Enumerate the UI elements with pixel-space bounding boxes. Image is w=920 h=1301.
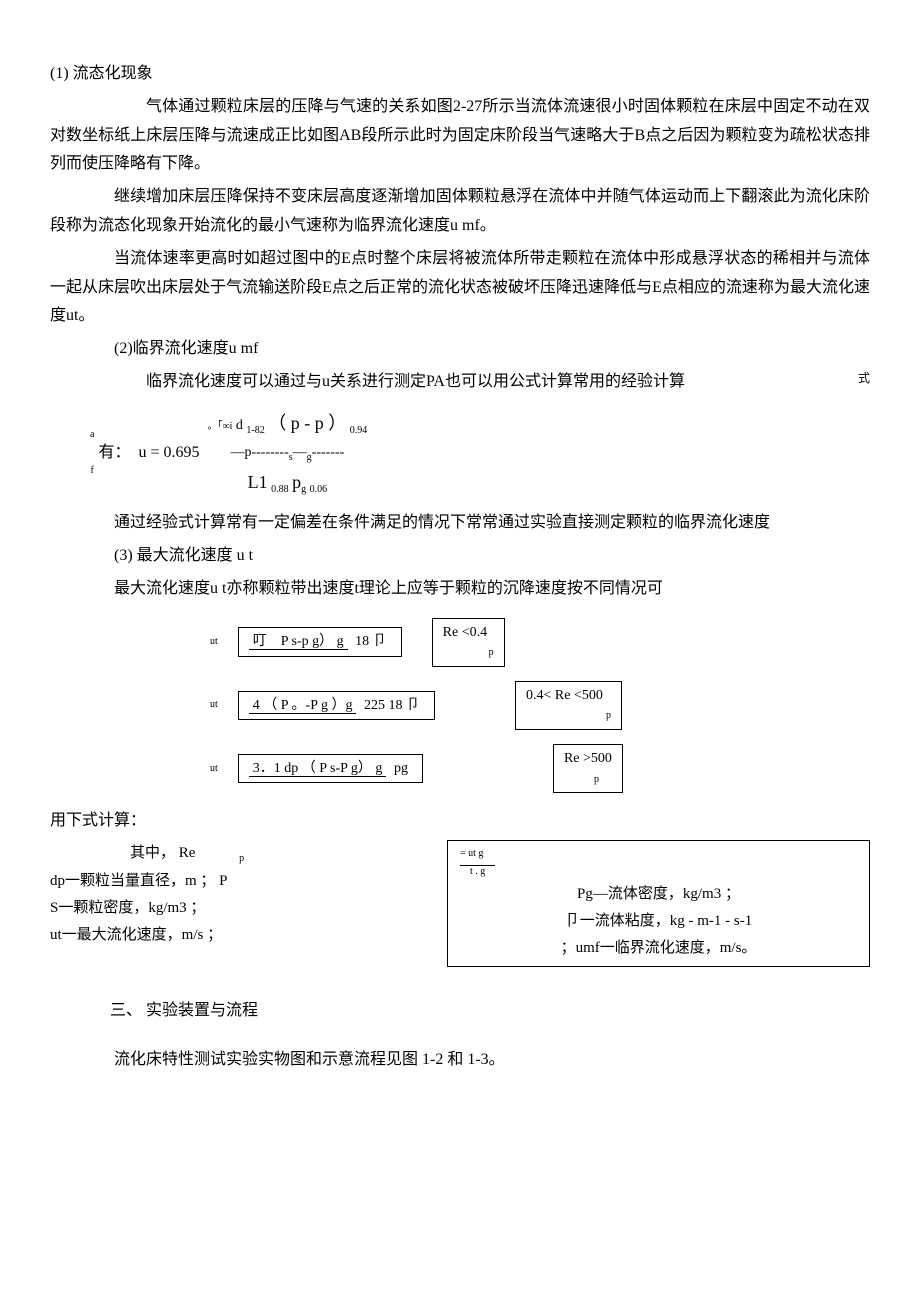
f2-condition: 0.4< Re <500 p [515, 681, 622, 730]
eq-num-d: d [236, 418, 243, 433]
section-3-title: (3) 最大流化速度 u t [50, 542, 870, 571]
definitions-right: = ut g t . g Pg—流体密度，kg/m3 ； 卩一流体粘度，kg -… [447, 840, 870, 967]
formula-row-1: ut 叮 P s-p g） g 18 卩 Re <0.4 p [210, 618, 870, 667]
calc-prefix: 用下式计算： [50, 807, 870, 836]
def-r1: Pg—流体密度，kg/m3 ； [460, 881, 857, 908]
def-l2: S一颗粒密度，kg/m3 ； [50, 895, 447, 922]
f3-lhs: ut [210, 760, 218, 778]
formula-set: ut 叮 P s-p g） g 18 卩 Re <0.4 p ut 4 （ P … [110, 618, 870, 794]
definitions-block: 其中， Re p dp一颗粒当量直径，m ； P S一颗粒密度，kg/m3 ； … [50, 840, 870, 967]
f3-condition: Re >500 p [553, 744, 623, 793]
f2-cond-text: 0.4< Re <500 [526, 688, 603, 703]
eq-dash2: ------- [312, 445, 345, 460]
paragraph-3: 当流体速率更高时如超过图中的E点时整个床层将被流体所带走颗粒在流体中形成悬浮状态… [50, 245, 870, 331]
re-label: 其中， Re [130, 845, 195, 861]
eq-fraction: 。「∞i d 1-82 （ p - p ） 0.94 —p--------s—g… [208, 407, 368, 499]
formula-row-3: ut 3．1 dp （ P s-P g） g pg Re >500 p [210, 744, 870, 793]
f3-box-den: pg [390, 761, 412, 776]
f2-box-den: 225 18 卩 [360, 698, 424, 713]
eq-den-L1: L1 [248, 472, 268, 492]
eq-num-paren: （ p - p ） [268, 413, 346, 433]
f1-lhs: ut [210, 633, 218, 651]
re-box: = ut g t . g [460, 845, 857, 881]
f2-box-num: 4 （ P 。-P g ）g [249, 698, 357, 714]
f1-box: 叮 P s-p g） g 18 卩 [238, 627, 402, 657]
f1-box-den: 18 卩 [351, 634, 391, 649]
paragraph-4-tail: 式 [858, 368, 870, 397]
eq-prefix: 有： [98, 439, 130, 468]
eq-denominator: L1 0.88 pg 0.06 [248, 466, 328, 499]
f1-cond-sub: p [489, 647, 494, 658]
paragraph-4-body: 临界流化速度可以通过与u关系进行测定PA也可以用公式计算常用的经验计算 [50, 368, 858, 397]
eq-den-exp: 0.88 [271, 484, 289, 495]
re-sub: p [239, 853, 244, 864]
f3-box-num: 3．1 dp （ P s-P g） g [249, 761, 387, 777]
def-l1: dp一颗粒当量直径，m ； P [50, 868, 447, 895]
def-r2: 卩一流体粘度，kg - m-1 - s-1 [460, 908, 857, 935]
eq-dash1: —p-------- [230, 445, 288, 460]
eq-den-g-sub: g [301, 484, 306, 495]
eq-tiny-prefix: 。「∞i [208, 421, 233, 432]
eq-side-bot: f [91, 462, 94, 480]
eq-sub-s: s [289, 451, 293, 462]
section-apparatus-title: 三、 实验装置与流程 [110, 997, 870, 1026]
f3-box: 3．1 dp （ P s-P g） g pg [238, 754, 423, 784]
section-1-title: (1) 流态化现象 [50, 60, 870, 89]
eq-num-exp: 1-82 [246, 425, 264, 436]
f1-box-num: 叮 P s-p g） g [249, 634, 348, 650]
eq-den-p: p [292, 472, 301, 492]
section-2-title: (2)临界流化速度u mf [50, 335, 870, 364]
eq-numerator: 。「∞i d 1-82 （ p - p ） 0.94 [208, 407, 368, 440]
formula-row-2: ut 4 （ P 。-P g ）g 225 18 卩 0.4< Re <500 … [210, 681, 870, 730]
paragraph-4: 临界流化速度可以通过与u关系进行测定PA也可以用公式计算常用的经验计算 式 [50, 368, 870, 397]
def-r3: ；umf一临界流化速度，m/s。 [460, 935, 857, 962]
f2-cond-sub: p [606, 710, 611, 721]
section-apparatus-body: 流化床特性测试实验实物图和示意流程见图 1-2 和 1-3。 [50, 1046, 870, 1075]
f2-box: 4 （ P 。-P g ）g 225 18 卩 [238, 691, 435, 721]
f2-lhs: ut [210, 696, 218, 714]
paragraph-2: 继续增加床层压降保持不变床层高度逐渐增加固体颗粒悬浮在流体中并随气体运动而上下翻… [50, 183, 870, 241]
f3-cond-sub: p [594, 774, 599, 785]
eq-side-top: a [90, 426, 94, 444]
def-l3: ut一最大流化速度，m/s ； [50, 922, 447, 949]
eq-lhs: u = 0.695 [138, 439, 199, 468]
re-label-row: 其中， Re p [130, 840, 447, 868]
paragraph-6: 最大流化速度u t亦称颗粒带出速度t理论上应等于颗粒的沉降速度按不同情况可 [50, 575, 870, 604]
re-box-bottom: t . g [460, 865, 495, 877]
f1-cond-text: Re <0.4 [443, 625, 487, 640]
equation-umf: a f 有： u = 0.695 。「∞i d 1-82 （ p - p ） 0… [90, 407, 870, 499]
f1-condition: Re <0.4 p [432, 618, 505, 667]
f3-cond-text: Re >500 [564, 751, 612, 766]
eq-side-labels: a f [90, 426, 94, 480]
eq-mid-line: —p--------s—g------- [230, 440, 344, 467]
paragraph-1: 气体通过颗粒床层的压降与气速的关系如图2-27所示当流体流速很小时固体颗粒在床层… [50, 93, 870, 179]
eq-num-exp2: 0.94 [350, 425, 368, 436]
re-box-top: = ut g [460, 848, 483, 859]
definitions-left: 其中， Re p dp一颗粒当量直径，m ； P S一颗粒密度，kg/m3 ； … [50, 840, 447, 967]
paragraph-5: 通过经验式计算常有一定偏差在条件满足的情况下常常通过实验直接测定颗粒的临界流化速… [50, 509, 870, 538]
eq-den-exp2: 0.06 [310, 484, 328, 495]
